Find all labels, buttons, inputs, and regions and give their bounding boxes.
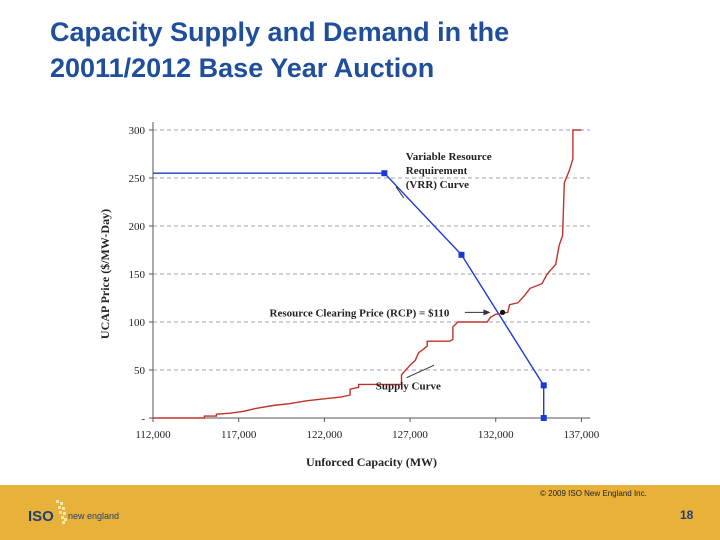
- vrr-curve-marker: [381, 170, 388, 177]
- x-tick-label: 122,000: [306, 429, 342, 441]
- y-axis-label: UCAP Price ($/MW-Day): [98, 209, 112, 339]
- y-tick-label: 300: [129, 125, 146, 137]
- x-tick-label: 117,000: [221, 429, 257, 441]
- capacity-chart: - 50 100 150 200 250 300 112,000 117,000 122,000 1…: [98, 122, 600, 469]
- y-tick-label: 250: [129, 173, 146, 185]
- x-tick-label: 132,000: [478, 429, 514, 441]
- annotation-vrr-arrow: [395, 186, 405, 199]
- iso-new-england-logo: ISO new england: [28, 500, 119, 525]
- annotation-vrr-text: (VRR) Curve: [406, 179, 469, 191]
- page-number: 18: [680, 508, 694, 522]
- annotation-rcp-text: Resource Clearing Price (RCP) = $110: [270, 307, 450, 319]
- title-line-2: 20011/2012 Base Year Auction: [50, 53, 435, 83]
- supply-curve-line: [153, 129, 582, 419]
- vrr-curve-marker: [540, 382, 547, 389]
- new-england-map-icon: [56, 500, 67, 524]
- vrr-curve-marker: [540, 415, 547, 421]
- clearing-point-marker: [500, 309, 506, 315]
- annotation-rcp-arrowhead: [483, 309, 491, 316]
- y-tick-label: 100: [129, 317, 146, 329]
- x-tick-label: 137,000: [564, 429, 600, 441]
- footer-bar: [0, 485, 720, 540]
- annotation-supply-text: Supply Curve: [376, 380, 441, 392]
- y-tick-label: 150: [129, 269, 146, 281]
- x-tick-label: 112,000: [135, 429, 171, 441]
- annotation-vrr-text: Requirement: [406, 165, 468, 177]
- logo-new-england-text: new england: [68, 511, 119, 521]
- x-tick-label: 127,000: [392, 429, 428, 441]
- logo-iso-text: ISO: [28, 508, 54, 525]
- slide-title: Capacity Supply and Demand in the 20011/…: [50, 14, 690, 86]
- annotation-vrr-text: Variable Resource: [406, 151, 492, 163]
- title-line-1: Capacity Supply and Demand in the: [50, 17, 510, 47]
- y-tick-label: 200: [129, 221, 146, 233]
- copyright-text: © 2009 ISO New England Inc.: [540, 489, 647, 498]
- y-tick-label: -: [141, 413, 145, 425]
- annotation-supply-arrow: [406, 364, 435, 379]
- x-axis-label: Unforced Capacity (MW): [306, 455, 437, 469]
- vrr-curve-line: [153, 172, 545, 418]
- vrr-curve-marker: [458, 251, 465, 258]
- y-tick-label: 50: [134, 365, 146, 377]
